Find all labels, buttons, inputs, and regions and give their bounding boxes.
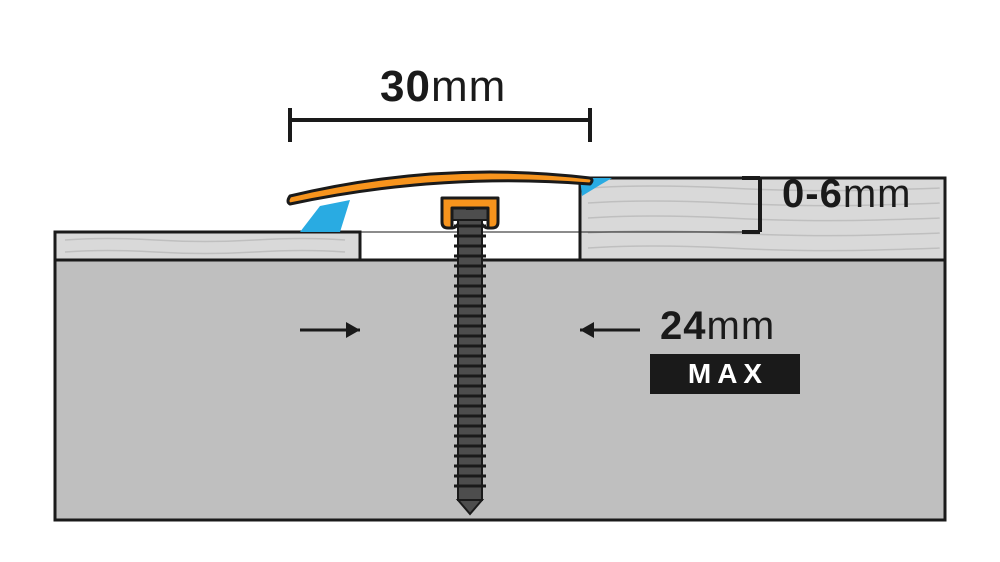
dimension-gap-value: 24 <box>660 304 707 348</box>
dimension-heightdiff-label: 0-6mm <box>782 172 911 217</box>
dimension-gap-max-badge: MAX <box>650 354 800 394</box>
dimension-gap-max-text: MAX <box>688 358 768 389</box>
dimension-heightdiff-value: 0-6 <box>782 172 843 216</box>
dimension-top-label: 30mm <box>380 62 506 112</box>
diagram-stage: 30mm 0-6mm 24mm MAX <box>0 0 1000 562</box>
dimension-top-value: 30 <box>380 62 431 111</box>
dimension-top-unit: mm <box>431 62 506 111</box>
dimension-gap-unit: mm <box>707 304 776 348</box>
dimension-heightdiff-unit: mm <box>843 172 912 216</box>
dimension-gap-label: 24mm <box>660 304 775 349</box>
